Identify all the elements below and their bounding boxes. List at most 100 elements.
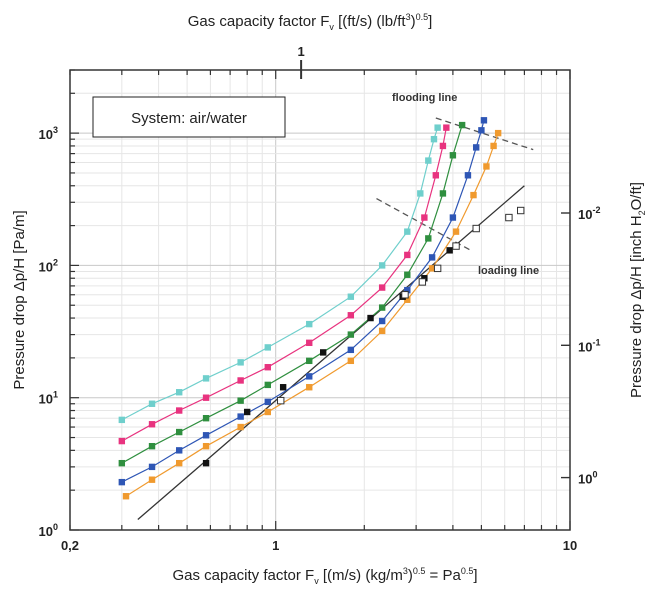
data-point	[148, 476, 156, 483]
data-point	[404, 251, 411, 259]
loading-line	[376, 198, 472, 251]
x-tick-label: 1	[272, 538, 279, 553]
data-point	[237, 423, 244, 431]
data-point	[347, 357, 355, 365]
data-point	[428, 254, 436, 261]
data-point	[452, 228, 460, 235]
data-point	[148, 400, 156, 407]
data-point	[404, 271, 411, 278]
data-point	[446, 247, 453, 254]
y-axis-title: Pressure drop Δp/H [Pa/m]	[11, 210, 28, 389]
data-point	[378, 317, 386, 325]
right-axis-title: Pressure drop Δp/H [inch H2O/ft]	[628, 182, 647, 398]
open-data-point	[517, 206, 525, 215]
open-data-point	[472, 224, 480, 233]
dry-pressure-drop-line	[137, 185, 525, 521]
open-data-point	[505, 213, 513, 222]
system-label-box	[92, 96, 286, 138]
data-point	[421, 275, 428, 282]
ticks: 0,2 1 10 100 101 102 103 100 10-1 10-2 1	[39, 44, 601, 553]
data-point	[378, 327, 386, 335]
data-point	[202, 432, 210, 439]
data-point	[458, 121, 466, 129]
system-label: System: air/water	[131, 110, 247, 127]
lines	[121, 117, 534, 521]
data-point	[417, 190, 424, 197]
data-point	[118, 437, 126, 445]
data-points	[118, 117, 525, 500]
y-tick-label: 101	[39, 390, 58, 407]
top-tick-label: 1	[298, 44, 305, 59]
data-point	[264, 381, 271, 389]
data-point	[404, 286, 411, 294]
data-point	[494, 129, 502, 137]
data-point	[347, 331, 355, 338]
data-point	[434, 124, 441, 131]
data-point	[176, 459, 183, 467]
data-point	[202, 375, 210, 382]
series-line	[121, 127, 439, 421]
open-data-point	[452, 242, 460, 250]
data-point	[432, 172, 440, 179]
data-point	[439, 142, 447, 150]
data-point	[404, 296, 411, 303]
loading-line-label: loading line	[478, 265, 539, 277]
data-point	[148, 463, 156, 471]
data-point	[425, 157, 432, 164]
data-point	[279, 384, 287, 391]
data-point	[118, 478, 126, 486]
data-point	[483, 163, 490, 170]
open-data-point	[401, 291, 409, 299]
data-point	[439, 190, 447, 197]
series-line	[121, 120, 485, 483]
data-point	[378, 304, 386, 311]
data-point	[378, 284, 386, 291]
data-point	[122, 493, 130, 500]
data-point	[118, 459, 126, 467]
data-point	[243, 408, 251, 416]
series-line	[121, 124, 463, 464]
flooding-line-label: flooding line	[392, 92, 457, 104]
data-point	[148, 421, 156, 428]
x-tick-label: 0,2	[61, 538, 79, 553]
data-point	[449, 152, 457, 159]
data-point	[367, 314, 374, 322]
data-point	[449, 214, 457, 221]
data-point	[118, 416, 126, 424]
right-tick-label: 10-2	[578, 205, 600, 222]
open-data-point	[433, 264, 442, 273]
grid	[69, 69, 571, 531]
data-point	[237, 413, 244, 420]
x-tick-label: 10	[563, 538, 577, 553]
data-point	[480, 117, 488, 124]
series-line	[125, 132, 499, 497]
data-point	[430, 135, 438, 143]
x-axis-title: Gas capacity factor Fv [(m/s) (kg/m3)0.5…	[172, 566, 477, 586]
data-point	[404, 228, 411, 235]
data-point	[347, 312, 355, 319]
data-point	[237, 359, 244, 366]
data-point	[237, 377, 244, 384]
y-tick-label: 100	[39, 522, 58, 539]
data-point	[306, 357, 313, 365]
y-tick-label: 103	[39, 125, 58, 142]
data-point	[378, 262, 386, 269]
data-point	[306, 339, 313, 347]
data-point	[264, 364, 271, 371]
right-tick-label: 10-1	[578, 337, 600, 354]
data-point	[202, 459, 210, 467]
data-point	[319, 349, 327, 356]
series-line	[121, 127, 447, 442]
data-point	[478, 127, 485, 134]
top-axis-title: Gas capacity factor Fv [(ft/s) (lb/ft3)0…	[188, 12, 433, 32]
data-point	[490, 142, 497, 150]
data-point	[176, 407, 183, 414]
data-point	[202, 414, 210, 422]
data-point	[421, 214, 428, 221]
data-point	[202, 442, 210, 450]
data-point	[176, 389, 183, 396]
data-point	[464, 172, 472, 179]
flooding-line	[435, 117, 534, 151]
